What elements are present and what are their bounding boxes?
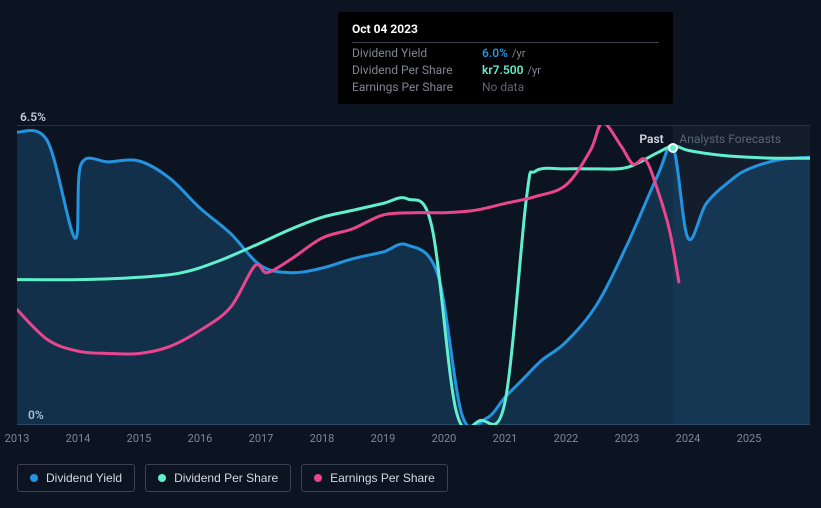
tooltip-row-value: No data (482, 80, 524, 94)
tooltip-row-label: Dividend Yield (352, 46, 482, 60)
tooltip-row: Earnings Per ShareNo data (352, 77, 659, 94)
chart-area[interactable]: 6.5% 0% (17, 125, 810, 425)
forecast-label: Analysts Forecasts (679, 132, 781, 146)
tooltip-row: Dividend Yield6.0% /yr (352, 43, 659, 60)
chart-tooltip: Oct 04 2023 Dividend Yield6.0%/yrDividen… (338, 12, 673, 104)
x-tick: 2025 (737, 432, 762, 445)
legend-toggle[interactable]: Dividend Per Share (145, 464, 291, 492)
legend-dot-icon (314, 474, 322, 482)
x-tick: 2024 (676, 432, 701, 445)
tooltip-row-label: Earnings Per Share (352, 80, 482, 94)
x-tick: 2022 (554, 432, 579, 445)
x-axis-ticks: 2013201420152016201720182019202020212022… (17, 432, 810, 448)
tooltip-row: Dividend Per Sharekr7.500/yr (352, 60, 659, 77)
x-tick: 2020 (432, 432, 457, 445)
legend-dot-icon (158, 474, 166, 482)
x-tick: 2017 (249, 432, 274, 445)
tooltip-row-value: kr7.500 (482, 63, 523, 77)
tooltip-row-value: 6.0% (482, 46, 508, 60)
x-tick: 2014 (66, 432, 91, 445)
past-label: Past (639, 132, 663, 146)
highlight-marker (668, 143, 678, 153)
x-tick: 2015 (127, 432, 152, 445)
legend-label: Dividend Yield (46, 471, 122, 485)
tooltip-row-unit: /yr (527, 64, 540, 77)
legend-dot-icon (30, 474, 38, 482)
tooltip-row-unit: /yr (512, 47, 525, 60)
y-label-top: 6.5% (20, 110, 46, 124)
x-tick: 2013 (5, 432, 30, 445)
x-tick: 2019 (371, 432, 396, 445)
x-tick: 2018 (310, 432, 335, 445)
legend-row: Dividend Yield Dividend Per Share Earnings… (17, 464, 448, 492)
legend-label: Dividend Per Share (174, 471, 278, 485)
x-tick: 2023 (615, 432, 640, 445)
chart-svg (17, 125, 810, 425)
legend-label: Earnings Per Share (330, 471, 435, 485)
x-tick: 2016 (188, 432, 213, 445)
tooltip-date: Oct 04 2023 (352, 22, 659, 43)
tooltip-row-label: Dividend Per Share (352, 63, 482, 77)
legend-toggle[interactable]: Dividend Yield (17, 464, 135, 492)
x-tick: 2021 (493, 432, 518, 445)
legend-toggle[interactable]: Earnings Per Share (301, 464, 448, 492)
